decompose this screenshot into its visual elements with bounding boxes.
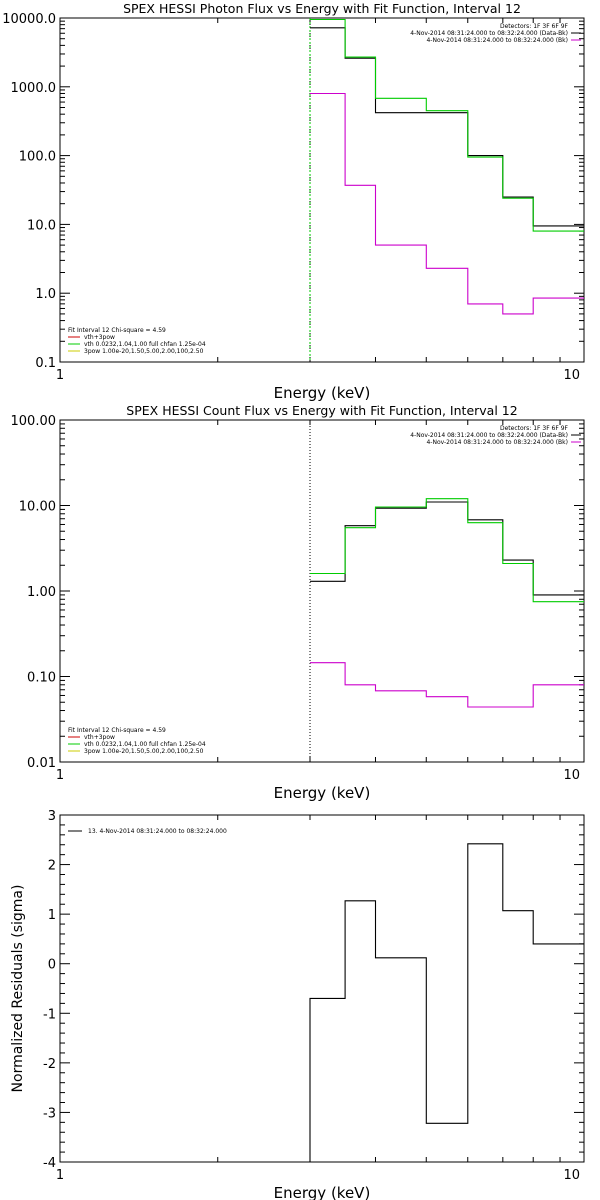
y-tick-label: -1 [43,1007,56,1022]
x-tick-label: 1 [56,1168,64,1183]
y-tick-label: 10.00 [19,500,56,515]
plot-frame [59,814,585,1163]
y-axis-label: Normalized Residuals (sigma) [10,885,26,1093]
y-tick-label: 0.10 [27,671,56,686]
series-2-line [310,498,584,603]
x-axis-label: Energy (keV) [274,384,371,402]
legend-bottom-entry: vth 0.0232,1.04,1.00 full chfan 1.25e-04 [84,741,206,748]
legend-bottom-entry: vth+3pow [84,334,115,341]
legend-top-entry: Detectors: 1F 3F 6F 9F [500,425,569,432]
legend-top-entry: Detectors: 1F 3F 6F 9F [500,23,569,30]
legend-top-entry: 4-Nov-2014 08:31:24.000 to 08:32:24.000 … [426,37,568,44]
x-tick-label: 10 [563,768,580,783]
y-tick-label: 0.01 [27,756,56,771]
x-tick-label: 10 [563,1168,580,1183]
y-tick-label: 100.00 [11,414,57,429]
x-tick-label: 10 [563,368,580,383]
panel-1: 0.1 1.0 10.0 100.0 1000.0 10000.0 1 10 Energy (k… [2,1,585,402]
chart-title: SPEX HESSI Photon Flux vs Energy with Fi… [123,1,521,16]
plot-frame [59,419,585,763]
y-tick-label: -2 [43,1057,56,1072]
legend-bottom-entry: 3pow 1.00e-20,1.50,5.00,2.00,100,2.50 [84,348,204,355]
y-tick-label: -3 [43,1106,56,1121]
legend-bottom-entry: Fit Interval 12 Chi-square = 4.59 [68,327,166,334]
x-tick-label: 1 [56,368,64,383]
x-axis-label: Energy (keV) [274,1184,371,1200]
series-1-line [310,501,584,596]
y-tick-label: 0.1 [35,356,56,371]
y-tick-label: 10.0 [27,218,56,233]
legend-top-entry: 4-Nov-2014 08:31:24.000 to 08:32:24.000 … [410,432,568,439]
series-2-line [310,18,584,232]
panel-2: 0.01 0.10 1.00 10.00 100.00 1 10 Energy (keV) SP… [11,403,585,802]
plot-frame [59,17,585,363]
y-tick-label: 3 [48,809,56,824]
series-1-line [309,843,584,1162]
series-3-line [310,662,584,708]
y-tick-label: 1000.0 [11,81,57,96]
x-tick-label: 1 [56,768,64,783]
panel-3: -4 -3 -2 -1 0 1 2 3 1 10 Energy (keV) Normalized Re… [10,809,585,1200]
series-3-line [310,92,584,315]
y-tick-label: 2 [48,859,56,874]
x-axis-label: Energy (keV) [274,784,371,802]
legend-top-entry: 4-Nov-2014 08:31:24.000 to 08:32:24.000 … [426,439,568,446]
y-tick-label: 10000.0 [2,12,56,27]
y-tick-label: 1.00 [27,585,56,600]
legend-bottom-entry: vth+3pow [84,734,115,741]
legend-bottom-entry: vth 0.0232,1.04,1.00 full chfan 1.25e-04 [84,341,206,348]
y-tick-label: 1 [48,908,56,923]
legend-top-entry: 4-Nov-2014 08:31:24.000 to 08:32:24.000 … [410,30,568,37]
legend-top-entry: 13. 4-Nov-2014 08:31:24.000 to 08:32:24.… [88,828,227,835]
y-tick-label: -4 [43,1156,56,1171]
y-tick-label: 0 [48,958,56,973]
legend-bottom-entry: 3pow 1.00e-20,1.50,5.00,2.00,100,2.50 [84,748,204,755]
y-tick-label: 100.0 [19,150,56,165]
y-tick-label: 1.0 [35,287,56,302]
chart-title: SPEX HESSI Count Flux vs Energy with Fit… [126,403,517,418]
legend-bottom-entry: Fit Interval 12 Chi-square = 4.59 [68,727,166,734]
